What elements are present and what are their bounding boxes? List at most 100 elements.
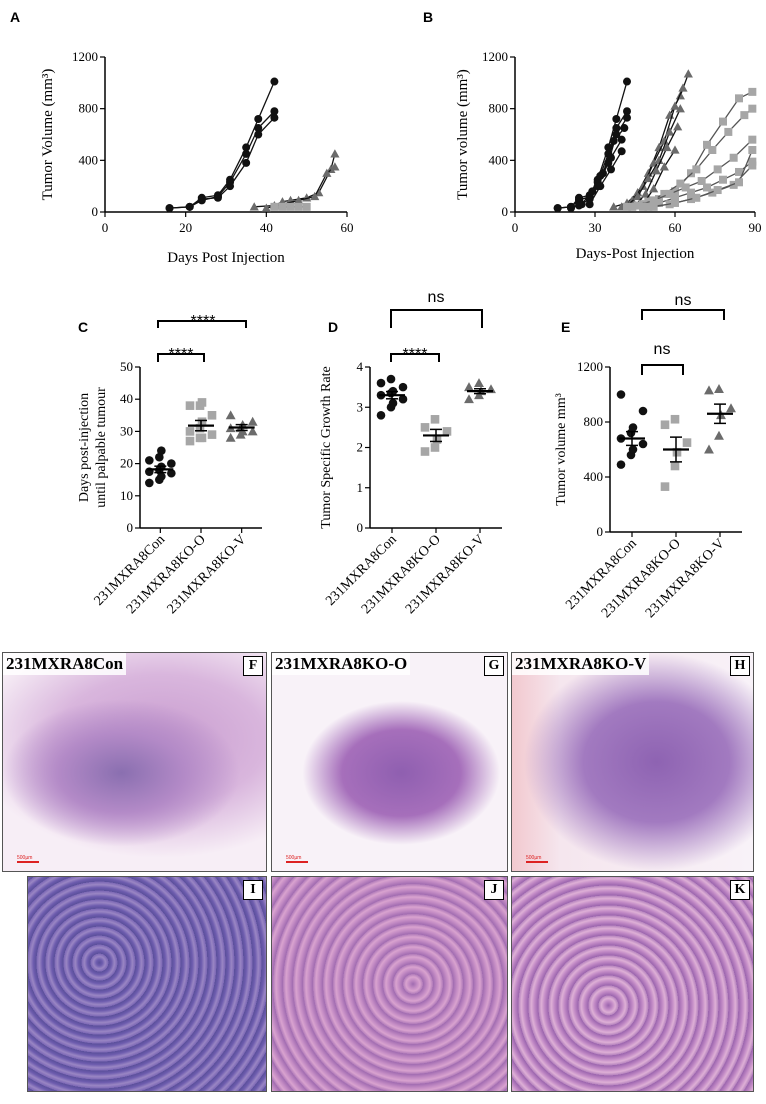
data-point [643,173,653,183]
data-point [225,410,236,420]
data-point [628,445,638,454]
data-point [651,166,661,175]
data-point [197,195,206,204]
histology-panel-i: I [27,876,267,1092]
data-point [654,155,664,165]
data-point [430,415,440,424]
data-point [286,202,295,211]
sig-label-d1: **** [403,346,428,363]
panel-letter-b: B [423,9,433,25]
data-point [330,162,340,171]
sig-label-e1: ns [654,341,671,358]
data-point [649,196,658,205]
histology-label-f: 231MXRA8Con [3,653,127,675]
sig-label-d2: ns [428,289,445,306]
significance-e [641,309,725,375]
data-point [607,153,615,162]
data-point [740,111,749,120]
data-point [623,113,631,122]
data-point [575,201,583,210]
data-point [185,202,194,211]
category-label: 231MXRA8Con [92,532,169,609]
data-point [294,202,303,211]
data-point [242,158,251,167]
data-point [638,406,648,416]
histology-label-h: 231MXRA8KO-V [512,653,650,675]
y-tick-label: 40 [120,391,133,406]
series-line [189,117,275,208]
data-point [628,423,638,432]
data-point [623,107,631,116]
histology-letter-i: I [243,880,263,900]
category-label: 231MXRA8KO-O [599,536,684,621]
data-point [464,394,474,404]
series-line [570,117,628,208]
y-tick-label: 10 [120,488,133,503]
data-point [254,124,263,133]
y-tick-label: 30 [120,423,133,438]
y-tick-label: 0 [127,520,134,535]
data-point [617,135,626,144]
category-label: 231MXRA8KO-V [403,532,488,617]
data-point [620,124,629,133]
data-point [659,136,669,145]
data-point [692,165,701,174]
data-point [662,142,672,152]
data-point [270,77,279,86]
y-tick-label: 1 [357,480,364,495]
x-tick-label: 30 [589,220,602,235]
data-point [670,101,680,110]
data-point [612,115,621,123]
data-point [623,202,631,211]
x-tick-label: 90 [749,220,762,235]
chart-e-tumor-volume: 04008001200231MXRA8Con231MXRA8KO-O231MXR… [554,359,742,621]
data-point [665,189,674,198]
y-tick-label: 0 [597,524,604,539]
data-point [226,182,235,191]
data-point [671,198,679,207]
data-point [609,202,619,211]
x-tick-label: 60 [669,220,682,235]
data-point [670,145,680,154]
data-point [213,193,222,202]
data-point [678,83,688,92]
x-tick-label: 0 [102,220,109,235]
y-axis-label-line2: until palpable tumour [94,387,109,508]
data-point [195,423,205,433]
data-point [638,439,648,449]
category-label: 231MXRA8KO-V [165,532,250,617]
chart-a-tumor-volume-days: 0 400 800 1200 0 20 40 60 Days Post Injection Tum… [40,49,354,266]
series-line [169,81,275,209]
data-point [302,202,311,211]
data-point [145,456,154,465]
data-point [729,153,738,162]
data-point [185,427,195,436]
scale-text-f: 500µm [17,855,33,861]
panel-letter-d: D [328,319,338,335]
data-point [596,182,605,191]
data-point [719,117,727,126]
sig-label-c2: **** [191,313,216,330]
data-point [553,204,562,213]
panel-letter-a: A [10,9,20,25]
x-axis-label: Days-Post Injection [576,246,695,262]
data-point [247,416,258,426]
data-point [670,461,680,471]
x-tick-label: 0 [512,220,519,235]
data-point [197,398,207,407]
category-label: 231MXRA8KO-V [643,536,728,621]
data-point [644,202,653,211]
data-point [420,423,430,432]
chart-c-days-until-palpable: 01020304050231MXRA8Con231MXRA8KO-O231MXR… [77,359,262,617]
histology-panel-j: J [271,876,508,1092]
histology-panel-g: 231MXRA8KO-O G 500µm [271,652,508,872]
series-line [589,150,623,205]
histology-letter-j: J [484,880,504,900]
data-point [247,426,258,436]
data-point [724,127,733,136]
data-point [660,189,669,198]
histology-panel-k: K [511,876,754,1092]
data-point [670,414,680,424]
y-tick-label: 20 [120,456,133,471]
